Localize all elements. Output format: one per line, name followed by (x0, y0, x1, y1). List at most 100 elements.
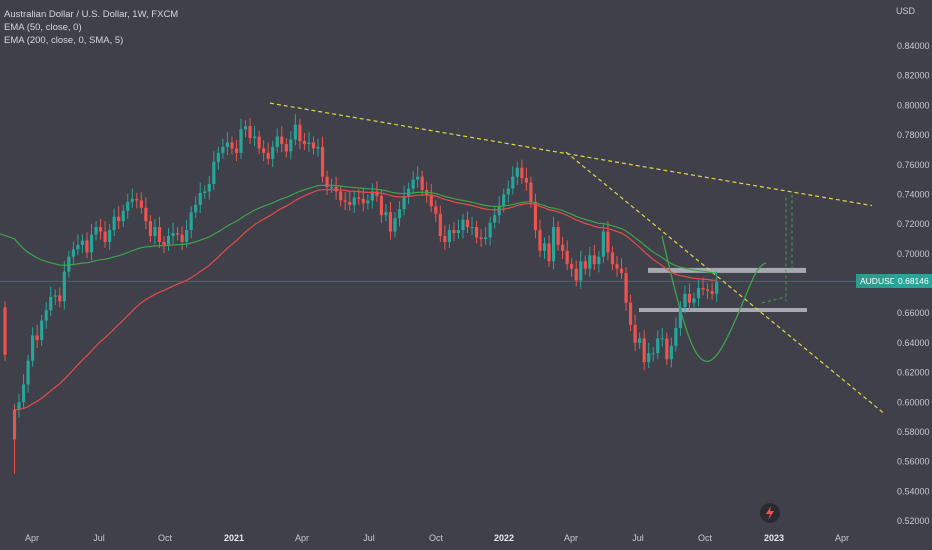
candle-body (80, 240, 85, 245)
legend-ema50[interactable]: EMA (50, close, 0) (4, 22, 82, 33)
candle-body (384, 212, 388, 216)
candle-body (592, 255, 596, 265)
price-axis-currency: USD (896, 6, 916, 16)
price-tick-label: 0.64000 (897, 338, 930, 348)
candle-body (416, 176, 420, 180)
candle-body (397, 209, 402, 219)
candle-body (515, 167, 519, 177)
candle-body (533, 201, 538, 231)
candle-body (348, 201, 352, 205)
candle-body (248, 126, 252, 139)
candle-body (257, 136, 261, 149)
candle-body (320, 146, 325, 177)
candle-body (538, 230, 542, 251)
candle-body (588, 255, 592, 269)
candle-body (275, 136, 279, 147)
ema50-line (14, 188, 717, 411)
candle-body (243, 126, 248, 130)
candle-body (343, 200, 347, 202)
candle-body (429, 194, 433, 207)
price-tick-label: 0.74000 (897, 189, 930, 199)
legend-symbol-title[interactable]: Australian Dollar / U.S. Dollar, 1W, FXC… (4, 9, 179, 20)
candle-body (687, 293, 692, 303)
candle-body (194, 204, 198, 213)
candle-body (117, 216, 121, 222)
price-tick-label: 0.66000 (897, 308, 930, 318)
candle-body (62, 271, 66, 302)
candle-body (624, 273, 628, 303)
candle-body (601, 231, 605, 257)
candle-body (683, 293, 687, 308)
candle-body (85, 240, 89, 253)
price-tick-label: 0.60000 (897, 397, 930, 407)
candle-body (574, 268, 578, 281)
candle-body (94, 227, 98, 235)
candle-body (31, 335, 35, 361)
candle-body (361, 198, 365, 204)
candle-body (402, 195, 406, 210)
candle-body (49, 296, 53, 311)
candle-body (551, 227, 556, 262)
candle-body (570, 264, 574, 269)
candle-body (452, 230, 456, 234)
candle-body (610, 252, 615, 265)
lower-trendline (565, 151, 885, 414)
candle-body (225, 142, 230, 147)
candle-body (470, 227, 474, 229)
candle-body (284, 143, 288, 152)
candle-body (316, 146, 320, 149)
candle-body (252, 136, 257, 139)
candle-body (678, 307, 683, 329)
candle-body (171, 233, 175, 236)
candle-body (130, 198, 134, 202)
candle-body (289, 139, 293, 152)
candle-body (198, 192, 202, 205)
candle-body (506, 188, 510, 195)
candle-body (180, 234, 184, 242)
candle-body (366, 200, 370, 204)
candle-body (547, 243, 551, 262)
price-tick-label: 0.82000 (897, 71, 930, 81)
candle-body (35, 335, 39, 340)
candle-body (375, 191, 379, 196)
candle-body (474, 227, 479, 238)
candle-body (561, 244, 565, 251)
time-tick-label: Jul (363, 533, 375, 543)
candle-body (357, 197, 361, 199)
candle-body (579, 261, 583, 281)
candle-body (339, 191, 343, 201)
time-tick-label: Apr (25, 533, 39, 543)
candle-body (307, 142, 311, 144)
candle-body (461, 219, 465, 231)
candle-body (216, 152, 220, 162)
candle-body (393, 218, 397, 232)
candle-body (701, 287, 705, 290)
upper-trendline (269, 102, 873, 207)
candle-body (669, 345, 673, 360)
candle-body (40, 320, 44, 340)
candle-body (529, 182, 533, 202)
candle-body (162, 241, 166, 245)
candle-body (212, 161, 216, 185)
candle-body (710, 290, 714, 294)
candle-body (280, 136, 284, 144)
lightning-icon (766, 506, 774, 520)
candle-body (139, 200, 143, 208)
candle-body (230, 142, 234, 149)
price-tick-label: 0.62000 (897, 368, 930, 378)
time-tick-label: Jul (632, 533, 644, 543)
ema200-line (0, 184, 717, 274)
candle-body (3, 307, 7, 355)
resistance-zone (648, 267, 806, 273)
candle-body (407, 188, 411, 196)
candle-body (103, 231, 107, 242)
candle-body (26, 360, 30, 385)
price-tick-label: 0.58000 (897, 427, 930, 437)
candle-body (484, 237, 488, 239)
candle-body (597, 256, 601, 265)
support-zone (639, 307, 807, 312)
legend-ema200[interactable]: EMA (200, close, 0, SMA, 5) (4, 35, 124, 46)
candle-body (447, 230, 451, 242)
time-tick-label: 2022 (494, 533, 514, 543)
